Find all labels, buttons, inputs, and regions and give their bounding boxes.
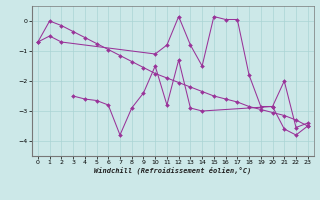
X-axis label: Windchill (Refroidissement éolien,°C): Windchill (Refroidissement éolien,°C) [94, 167, 252, 174]
